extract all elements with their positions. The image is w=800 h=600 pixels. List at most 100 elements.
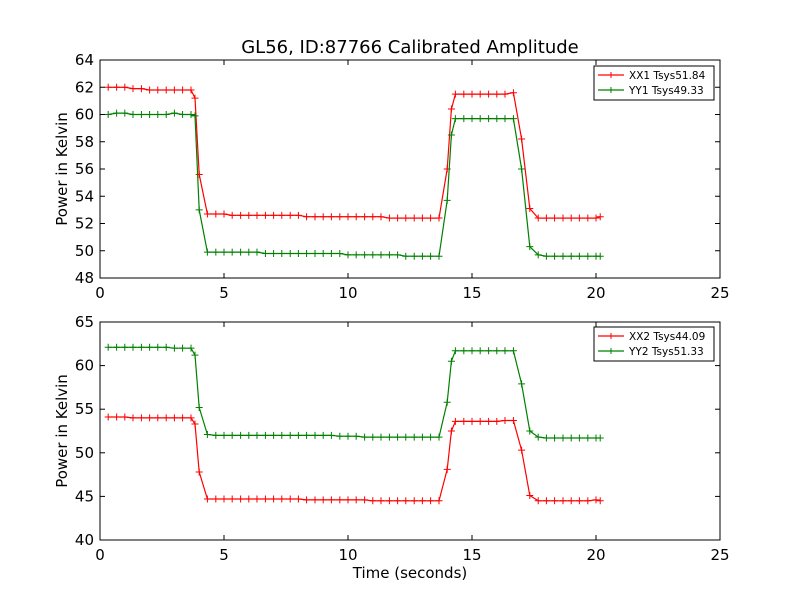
data-point — [394, 433, 402, 441]
data-point — [154, 111, 162, 118]
data-point — [113, 83, 121, 91]
data-point — [551, 214, 559, 222]
data-point — [542, 214, 550, 222]
data-point — [501, 115, 509, 123]
data-point — [385, 214, 393, 222]
data-point — [179, 111, 187, 118]
data-point — [410, 214, 418, 222]
data-point — [468, 115, 476, 123]
data-point — [592, 214, 600, 222]
data-point — [253, 248, 261, 256]
x-tick-label: 5 — [219, 546, 229, 564]
y-tick-label: 52 — [75, 215, 94, 233]
data-point — [361, 251, 369, 259]
data-point — [443, 465, 451, 473]
data-point — [278, 495, 286, 503]
data-point — [575, 214, 583, 222]
data-point — [352, 432, 360, 440]
data-point — [418, 433, 426, 441]
data-point — [137, 85, 145, 93]
data-point — [146, 86, 154, 94]
data-point — [476, 115, 484, 123]
data-point — [369, 251, 377, 259]
data-point — [476, 417, 484, 425]
data-point — [344, 213, 352, 221]
data-point — [203, 430, 211, 438]
data-point — [228, 431, 236, 439]
data-point — [104, 111, 112, 118]
data-point — [451, 90, 459, 98]
data-point — [493, 90, 501, 98]
data-point — [534, 251, 542, 259]
data-point — [270, 211, 278, 219]
data-point — [352, 213, 360, 221]
data-point — [447, 427, 455, 435]
data-point — [121, 413, 129, 421]
data-point — [270, 495, 278, 503]
x-tick-label: 15 — [462, 546, 481, 564]
data-point — [113, 109, 121, 117]
data-point — [327, 431, 335, 439]
data-point — [220, 495, 228, 503]
data-point — [187, 414, 195, 422]
legend-label: YY1 Tsys49.33 — [628, 85, 704, 97]
x-tick-label: 10 — [338, 284, 357, 302]
data-point — [509, 417, 517, 425]
data-point — [377, 497, 385, 505]
y-tick-label: 50 — [75, 242, 94, 260]
y-tick-label: 48 — [75, 269, 94, 287]
legend-label: YY2 Tsys51.33 — [628, 346, 704, 358]
data-point — [344, 496, 352, 504]
data-point — [129, 414, 137, 422]
data-point — [129, 85, 137, 93]
data-point — [121, 109, 129, 117]
data-point — [485, 347, 493, 355]
data-point — [179, 86, 187, 94]
data-point — [191, 351, 199, 359]
legend-box — [593, 65, 715, 101]
plot-frame — [99, 321, 721, 541]
data-point — [170, 86, 178, 94]
data-point — [443, 196, 451, 204]
data-point — [179, 344, 187, 352]
data-point — [162, 86, 170, 94]
data-point — [170, 344, 178, 352]
data-point — [303, 431, 311, 439]
legend-label: XX2 Tsys44.09 — [629, 331, 705, 343]
x-tick-label: 20 — [586, 284, 605, 302]
data-point — [476, 347, 484, 355]
data-point — [146, 111, 154, 118]
y-tick-label: 65 — [75, 313, 94, 331]
data-point — [191, 420, 199, 428]
data-point — [344, 251, 352, 259]
data-point — [567, 434, 575, 442]
data-point — [369, 497, 377, 505]
data-point — [162, 414, 170, 422]
data-point — [542, 497, 550, 505]
y-tick-label: 45 — [75, 487, 94, 505]
y-tick-label: 64 — [75, 51, 94, 69]
data-point — [427, 252, 435, 260]
data-point — [584, 214, 592, 222]
data-point — [352, 251, 360, 259]
y-tick-label: 54 — [75, 187, 94, 205]
data-point — [261, 495, 269, 503]
data-point — [551, 434, 559, 442]
data-point — [104, 343, 112, 351]
data-point — [104, 413, 112, 421]
data-point — [361, 213, 369, 221]
data-point — [509, 89, 517, 97]
y-tick-label: 58 — [75, 133, 94, 151]
data-point — [518, 165, 526, 173]
data-point — [270, 249, 278, 257]
data-point — [195, 468, 203, 476]
data-point — [584, 434, 592, 442]
data-point — [460, 115, 468, 123]
data-point — [385, 433, 393, 441]
data-point — [596, 213, 604, 221]
data-point — [485, 90, 493, 98]
data-point — [361, 433, 369, 441]
legend-marker — [608, 333, 614, 339]
data-point — [187, 111, 195, 118]
x-tick-label: 25 — [710, 546, 729, 564]
